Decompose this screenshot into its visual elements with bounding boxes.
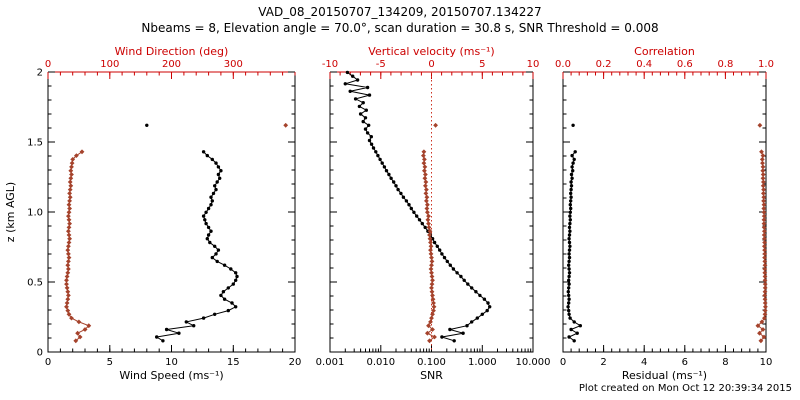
svg-text:0.6: 0.6 [677,59,693,70]
svg-text:100: 100 [100,59,119,70]
svg-text:10: 10 [527,59,540,70]
svg-text:-5: -5 [376,59,386,70]
plot-subtitle: Nbeams = 8, Elevation angle = 70.0°, sca… [141,21,659,35]
vertical-velocity-outlier [433,122,438,128]
creation-timestamp: Plot created on Mon Oct 12 20:39:34 2015 [578,383,792,394]
svg-text:-10: -10 [322,59,338,70]
svg-text:6: 6 [682,357,688,368]
svg-text:5: 5 [479,59,485,70]
svg-text:200: 200 [162,59,181,70]
snr-panel-y-axis [330,71,533,353]
svg-text:1.000: 1.000 [468,357,497,368]
svg-text:0.5: 0.5 [27,278,43,289]
svg-text:Wind Speed (ms⁻¹): Wind Speed (ms⁻¹) [119,369,223,382]
svg-text:1.0: 1.0 [758,59,774,70]
vertical-velocity [421,149,437,344]
wind-panel-bottom-axis: 0 5 10 15 20 Wind Speed (ms⁻¹) [45,345,302,382]
svg-text:0.100: 0.100 [417,357,446,368]
residual-panel-y-axis [563,71,766,353]
svg-text:15: 15 [227,357,240,368]
plot-title: VAD_08_20150707_134209, 20150707.134227 [258,5,542,19]
svg-text:5: 5 [107,357,113,368]
svg-text:10: 10 [760,357,773,368]
wind-panel-frame [47,71,296,353]
svg-text:0.0: 0.0 [555,59,571,70]
wind-direction-outlier [283,122,289,128]
svg-text:0.4: 0.4 [636,59,652,70]
wind-speed-outlier [145,123,149,128]
svg-text:8: 8 [722,357,728,368]
wind-speed [155,150,239,343]
svg-text:Correlation: Correlation [634,45,695,58]
svg-text:0: 0 [560,357,566,368]
svg-text:0: 0 [37,348,43,359]
svg-text:0: 0 [428,59,434,70]
residual-outlier [571,123,575,128]
svg-text:0.010: 0.010 [366,357,395,368]
residual-panel-top-axis: 0.0 0.2 0.4 0.6 0.8 1.0 Correlation [555,45,774,79]
snr-panel: 0.001 0.010 0.100 1.000 10.000 SNR -10 -5 0 5 10 Ve… [316,45,551,382]
svg-text:Wind Direction (deg): Wind Direction (deg) [115,45,229,58]
svg-text:0.001: 0.001 [316,357,345,368]
svg-text:1.0: 1.0 [27,208,43,219]
svg-text:2: 2 [600,357,606,368]
wind-panel-y-axis: 0 0.5 1.0 1.5 2 [27,68,295,359]
snr-panel-top-axis: -10 -5 0 5 10 Vertical velocity (ms⁻¹) [322,45,540,79]
y-axis-label: z (km AGL) [4,182,17,242]
correlation-profile [755,149,768,344]
svg-text:SNR: SNR [420,369,443,382]
wind-direction [64,149,92,344]
svg-text:1.5: 1.5 [27,138,43,149]
residual-profile [566,150,582,343]
svg-text:Residual (ms⁻¹): Residual (ms⁻¹) [622,369,707,382]
svg-text:0: 0 [45,59,51,70]
residual-panel-bottom-axis: 0 2 4 6 8 10 Residual (ms⁻¹) [560,345,773,382]
residual-panel: 0 2 4 6 8 10 Residual (ms⁻¹) 0.0 0.2 0.4 0.6 0.8 1.0… [555,45,774,382]
svg-text:300: 300 [224,59,243,70]
snr-panel-bottom-axis: 0.001 0.010 0.100 1.000 10.000 SNR [316,345,551,382]
residual-panel-frame [562,71,767,353]
snr-profile [343,70,492,343]
svg-text:4: 4 [641,357,647,368]
svg-text:2: 2 [37,68,43,79]
correlation-outlier [757,122,763,128]
svg-text:0.2: 0.2 [596,59,612,70]
svg-text:0: 0 [45,357,51,368]
svg-text:Vertical velocity (ms⁻¹): Vertical velocity (ms⁻¹) [368,45,494,58]
svg-text:0.8: 0.8 [717,59,733,70]
svg-text:10: 10 [165,357,178,368]
svg-text:10.000: 10.000 [516,357,551,368]
svg-text:20: 20 [289,357,302,368]
